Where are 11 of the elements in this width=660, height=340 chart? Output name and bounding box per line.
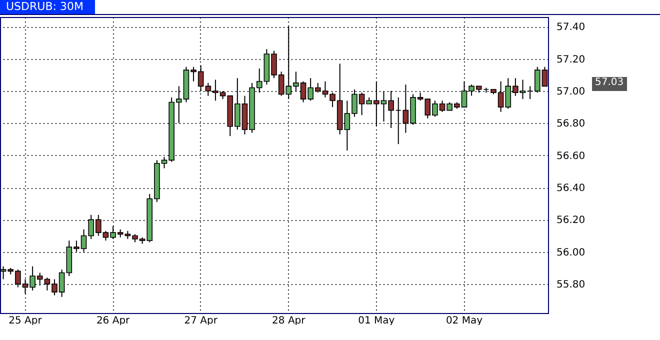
text: 57.03 [592,77,627,92]
chart-title: USDRUB: 30M [0,0,96,14]
y-tick-label: 56.80 [556,118,586,130]
y-tick-label: 56.40 [556,183,586,194]
y-tick-label: 56.00 [556,247,586,258]
y-tick-label: 55.80 [556,280,586,291]
y-tick-label: 57.20 [556,54,586,66]
y-tick-label: 56.60 [556,150,586,162]
y-tick-label: 57.40 [556,22,586,34]
y-tick-label: 56.20 [556,215,586,226]
y-tick-label: 57.00 [556,86,586,98]
